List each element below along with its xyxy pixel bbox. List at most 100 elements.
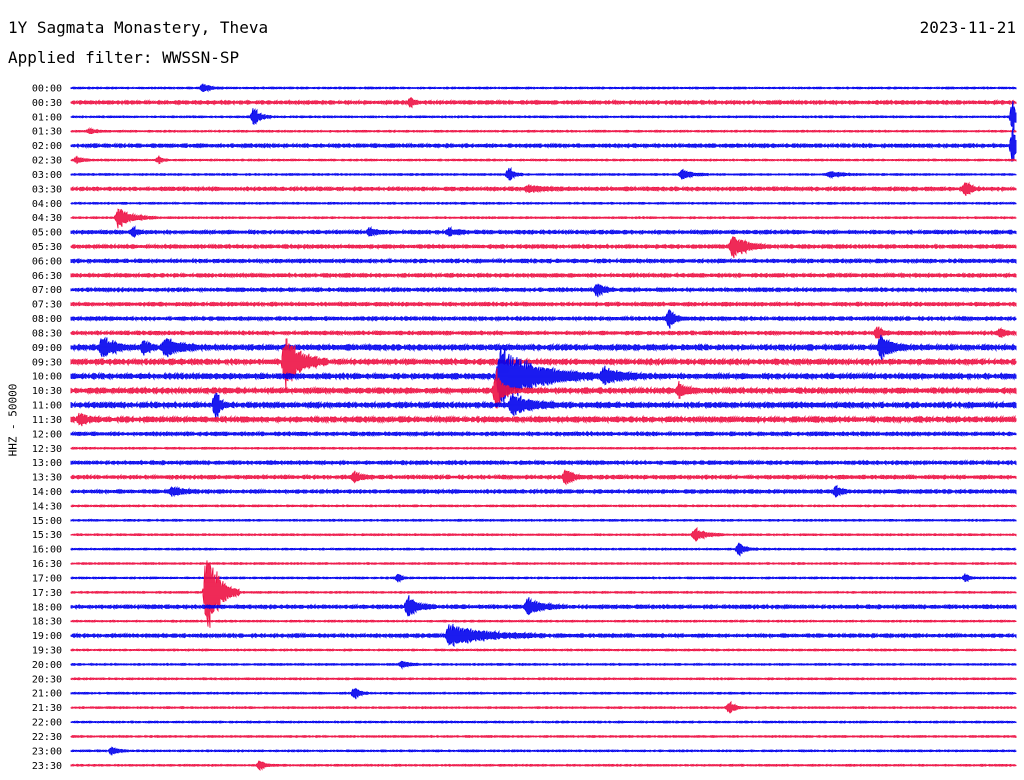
row-time-label: 17:30 — [32, 588, 62, 599]
row-time-label: 22:30 — [32, 732, 62, 743]
trace-row-2000 — [70, 660, 1017, 670]
trace-row-2300 — [70, 746, 1017, 756]
row-time-label: 20:30 — [32, 674, 62, 685]
trace-row-1030 — [70, 368, 1017, 409]
trace-row-1700 — [70, 573, 1017, 583]
plot-date: 2023-11-21 — [919, 18, 1016, 37]
trace-row-1100 — [70, 392, 1017, 420]
row-time-label: 19:30 — [32, 645, 62, 656]
trace-row-1900 — [70, 623, 1017, 648]
row-time-label: 14:30 — [32, 501, 62, 512]
trace-row-0500 — [70, 225, 1017, 238]
trace-row-0330 — [70, 181, 1017, 197]
row-time-label: 19:00 — [32, 631, 62, 642]
row-time-label: 08:00 — [32, 314, 62, 325]
row-time-label: 00:30 — [32, 98, 62, 109]
row-time-label: 00:00 — [32, 84, 62, 95]
station-title: 1Y Sagmata Monastery, Theva — [8, 18, 269, 37]
trace-row-1930 — [70, 648, 1017, 652]
trace-row-0230 — [70, 155, 1017, 165]
row-time-label: 15:00 — [32, 516, 62, 527]
row-time-label: 07:00 — [32, 285, 62, 296]
trace-row-1130 — [70, 412, 1017, 427]
trace-row-0000 — [70, 83, 1017, 93]
row-time-label: 21:00 — [32, 689, 62, 700]
trace-row-0600 — [70, 257, 1017, 265]
row-time-label: 09:30 — [32, 357, 62, 368]
trace-row-1630 — [70, 561, 1017, 566]
trace-row-1730 — [70, 560, 1017, 628]
tick-label-layer: 00:00 00:30 01:00 01:30 02:00 02:30 03:00 03:30… — [32, 84, 62, 772]
trace-row-1230 — [70, 446, 1017, 451]
row-time-label: 10:00 — [32, 372, 62, 383]
trace-row-0630 — [70, 271, 1017, 279]
row-time-label: 13:30 — [32, 473, 62, 484]
row-time-label: 14:00 — [32, 487, 62, 498]
trace-row-0100 — [70, 101, 1017, 131]
row-time-label: 23:00 — [32, 746, 62, 757]
row-time-label: 06:00 — [32, 256, 62, 267]
row-time-label: 05:00 — [32, 228, 62, 239]
trace-row-1800 — [70, 595, 1017, 617]
row-time-label: 07:30 — [32, 300, 62, 311]
row-time-label: 04:00 — [32, 199, 62, 210]
row-time-label: 15:30 — [32, 530, 62, 541]
trace-row-1300 — [70, 459, 1017, 466]
row-time-label: 02:00 — [32, 141, 62, 152]
trace-row-1600 — [70, 542, 1017, 557]
row-time-label: 06:30 — [32, 271, 62, 282]
trace-row-0130 — [70, 127, 1017, 134]
row-time-label: 21:30 — [32, 703, 62, 714]
trace-row-0030 — [70, 96, 1017, 109]
trace-row-1530 — [70, 526, 1017, 542]
trace-row-1330 — [70, 469, 1017, 486]
trace-row-0700 — [70, 283, 1017, 298]
trace-layer — [70, 83, 1017, 771]
row-time-label: 18:00 — [32, 602, 62, 613]
row-time-label: 03:00 — [32, 170, 62, 181]
row-time-label: 01:30 — [32, 127, 62, 138]
row-time-label: 11:30 — [32, 415, 62, 426]
row-time-label: 20:00 — [32, 660, 62, 671]
trace-row-2100 — [70, 687, 1017, 700]
trace-row-2230 — [70, 734, 1017, 739]
row-time-label: 09:00 — [32, 343, 62, 354]
trace-row-0530 — [70, 236, 1017, 259]
trace-row-0930 — [70, 338, 1017, 391]
row-time-label: 05:30 — [32, 242, 62, 253]
row-time-label: 11:00 — [32, 401, 62, 412]
trace-row-2030 — [70, 676, 1017, 681]
trace-row-2330 — [70, 760, 1017, 771]
trace-row-0800 — [70, 308, 1017, 329]
trace-row-0730 — [70, 300, 1017, 308]
row-time-label: 16:30 — [32, 559, 62, 570]
trace-row-2130 — [70, 700, 1017, 714]
row-time-label: 16:00 — [32, 545, 62, 556]
trace-row-0300 — [70, 166, 1017, 181]
trace-row-2200 — [70, 720, 1017, 724]
filter-label: Applied filter: WWSSN-SP — [8, 48, 240, 67]
row-time-label: 23:30 — [32, 761, 62, 772]
row-time-label: 12:30 — [32, 444, 62, 455]
trace-row-0900 — [70, 334, 1017, 361]
row-time-label: 17:00 — [32, 573, 62, 584]
row-time-label: 10:30 — [32, 386, 62, 397]
row-time-label: 13:00 — [32, 458, 62, 469]
row-time-label: 18:30 — [32, 617, 62, 628]
trace-row-1000 — [70, 346, 1017, 405]
row-time-label: 12:00 — [32, 429, 62, 440]
trace-row-1830 — [70, 619, 1017, 624]
trace-row-1500 — [70, 518, 1017, 523]
trace-row-0400 — [70, 201, 1017, 206]
trace-row-1400 — [70, 484, 1017, 498]
trace-row-0830 — [70, 326, 1017, 340]
trace-row-1200 — [70, 430, 1017, 438]
trace-row-0200 — [70, 127, 1017, 162]
row-time-label: 01:00 — [32, 112, 62, 123]
row-time-label: 22:00 — [32, 718, 62, 729]
trace-row-0430 — [70, 208, 1017, 229]
row-time-label: 04:30 — [32, 213, 62, 224]
trace-row-1430 — [70, 504, 1017, 508]
row-time-label: 08:30 — [32, 328, 62, 339]
